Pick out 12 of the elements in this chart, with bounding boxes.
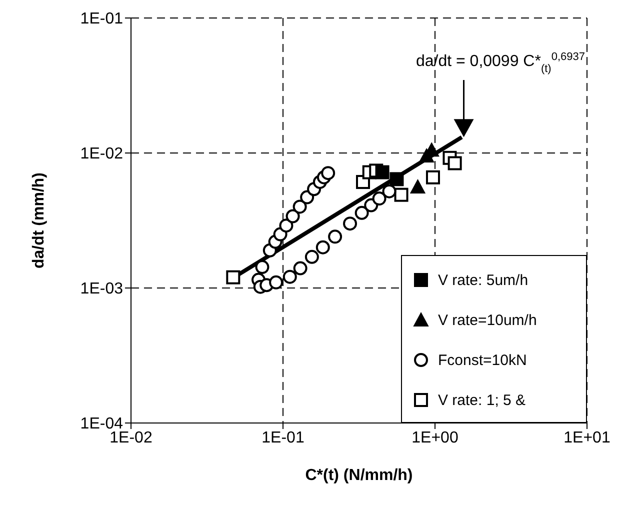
y-tick-label: 1E-01 bbox=[80, 10, 124, 28]
x-axis-title: C*(t) (N/mm/h) bbox=[305, 467, 413, 484]
y-axis-title: da/dt (mm/h) bbox=[30, 172, 48, 268]
legend-label: V rate: 5um/h bbox=[438, 272, 528, 288]
x-tick-label: 1E+00 bbox=[412, 429, 458, 446]
y-tick-label: 1E-03 bbox=[80, 280, 124, 298]
y-tick-label: 1E-02 bbox=[80, 146, 124, 163]
legend-label: V rate: 1; 5 & bbox=[438, 392, 526, 408]
legend-label: V rate=10um/h bbox=[438, 312, 537, 328]
legend-label: Fconst=10kN bbox=[438, 352, 527, 368]
x-tick-label: 1E+01 bbox=[564, 429, 610, 446]
x-tick-label: 1E-01 bbox=[262, 429, 304, 446]
